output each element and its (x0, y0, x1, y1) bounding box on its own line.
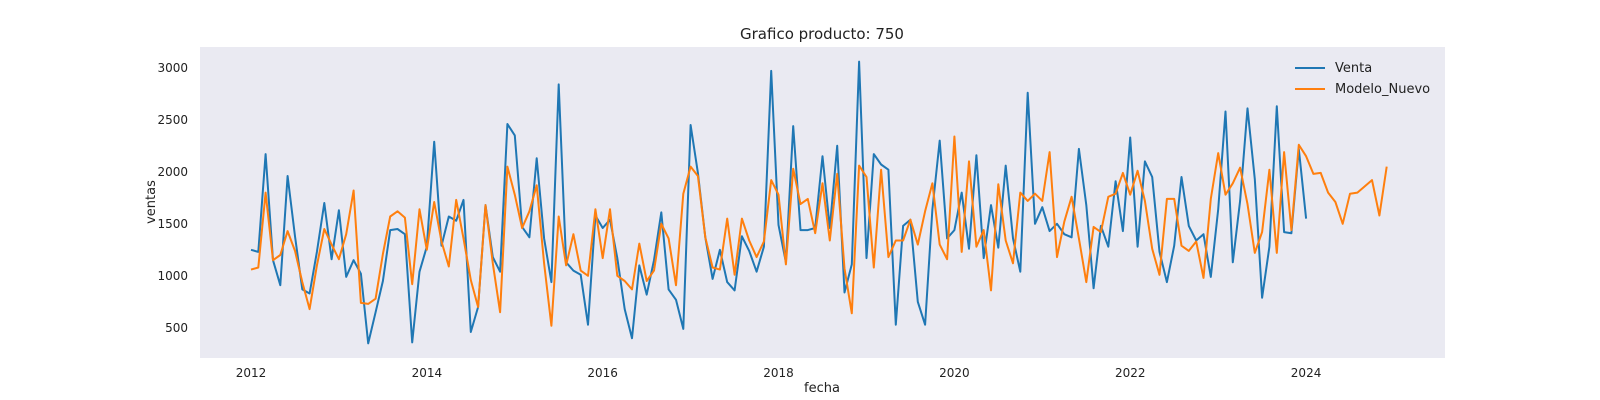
y-axis: 500 1000 1500 2000 2500 3000 (157, 61, 188, 335)
y-tick-label: 3000 (157, 61, 188, 75)
y-tick-label: 2500 (157, 113, 188, 127)
legend: Venta Modelo_Nuevo (1295, 61, 1430, 97)
x-tick-label: 2018 (763, 366, 794, 380)
y-axis-label: ventas (144, 180, 159, 224)
x-axis-label: fecha (804, 381, 840, 396)
series-layer (250, 60, 1388, 345)
x-tick-label: 2020 (939, 366, 970, 380)
x-tick-label: 2014 (412, 366, 443, 380)
y-tick-label: 2000 (157, 165, 188, 179)
chart-title: Grafico producto: 750 (740, 25, 904, 43)
series-line-modelo-nuevo (250, 135, 1388, 327)
y-tick-label: 1500 (157, 217, 188, 231)
legend-label-modelo-nuevo: Modelo_Nuevo (1335, 82, 1430, 97)
x-axis: 2012 2014 2016 2018 2020 2022 2024 (236, 366, 1322, 380)
x-tick-label: 2022 (1115, 366, 1146, 380)
y-tick-label: 500 (165, 321, 188, 335)
x-tick-label: 2016 (587, 366, 618, 380)
x-tick-label: 2012 (236, 366, 267, 380)
legend-label-venta: Venta (1335, 61, 1372, 76)
y-tick-label: 1000 (157, 269, 188, 283)
x-tick-label: 2024 (1291, 366, 1322, 380)
plot-area (200, 47, 1445, 358)
